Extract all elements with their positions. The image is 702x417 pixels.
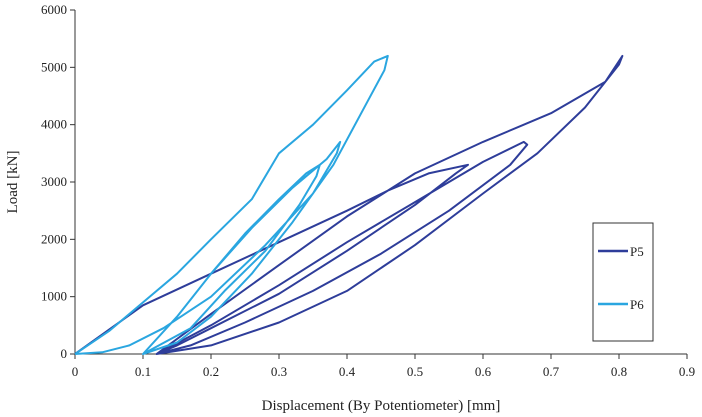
- legend-label-p5: P5: [630, 244, 644, 259]
- series-line-p6: [74, 54, 389, 355]
- x-tick-label: 0.8: [611, 364, 627, 379]
- y-tick-label: 4000: [41, 117, 67, 132]
- x-tick-label: 0.4: [339, 364, 356, 379]
- x-tick-label: 0.1: [135, 364, 151, 379]
- y-axis-title: Load [kN]: [5, 151, 21, 214]
- y-tick-label: 2000: [41, 231, 67, 246]
- y-tick-label: 5000: [41, 59, 67, 74]
- x-tick-label: 0: [72, 364, 79, 379]
- x-tick-label: 0.6: [475, 364, 492, 379]
- y-tick-label: 1000: [41, 289, 67, 304]
- x-tick-label: 0.5: [407, 364, 423, 379]
- series-line-p5: [74, 54, 624, 355]
- y-tick-label: 6000: [41, 2, 67, 17]
- x-tick-label: 0.9: [679, 364, 695, 379]
- x-tick-label: 0.7: [543, 364, 560, 379]
- legend-box: [592, 222, 654, 342]
- legend: P5 P6: [592, 222, 654, 342]
- x-tick-label: 0.3: [271, 364, 287, 379]
- y-tick-label: 0: [61, 346, 68, 361]
- legend-label-p6: P6: [630, 297, 644, 312]
- y-tick-label: 3000: [41, 174, 67, 189]
- x-tick-label: 0.2: [203, 364, 219, 379]
- x-axis-title: Displacement (By Potentiometer) [mm]: [262, 398, 501, 414]
